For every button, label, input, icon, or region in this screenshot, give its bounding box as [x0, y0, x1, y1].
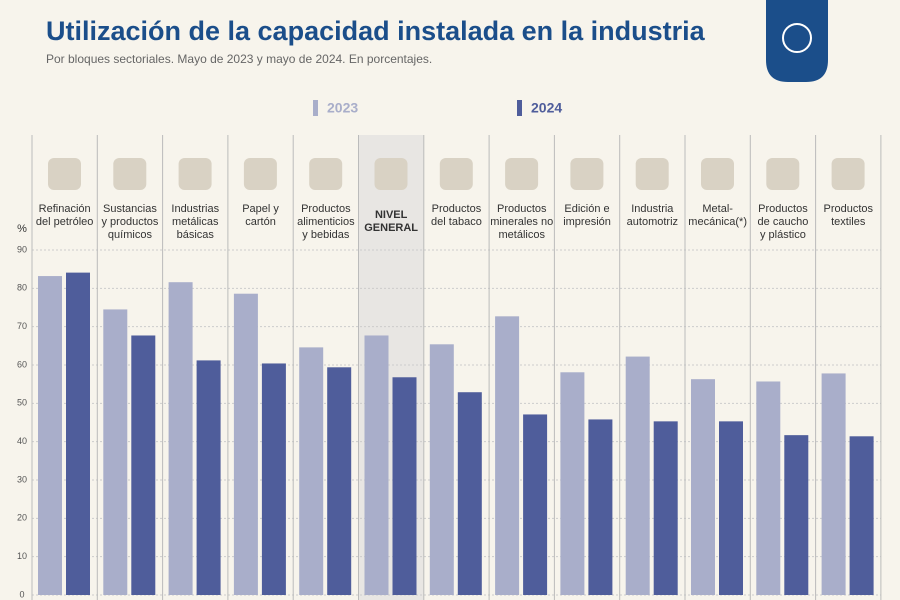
y-tick-label: 40: [17, 436, 27, 446]
x-tick-label: Productos textiles: [823, 203, 874, 228]
y-tick-label: 30: [17, 474, 27, 484]
y-tick-label: 70: [17, 321, 27, 331]
x-tick-label: NIVEL GENERAL: [364, 209, 419, 234]
bar: [392, 377, 417, 595]
category-icon: [701, 158, 734, 190]
x-tick-label: Productos alimenticios y bebidas: [297, 203, 355, 241]
logo: [766, 0, 828, 82]
category-icon: [766, 158, 800, 190]
bar: [261, 363, 286, 595]
legend-label: 2023: [327, 100, 358, 116]
category-icon: [48, 158, 81, 190]
y-tick-label: 0: [19, 589, 24, 599]
logo-icon: [782, 23, 812, 53]
y-axis-label: %: [17, 223, 27, 235]
bar: [560, 372, 585, 595]
y-tick-label: 60: [17, 359, 27, 369]
category-icon: [505, 158, 539, 190]
category-icon: [374, 158, 408, 190]
bar: [756, 381, 781, 595]
y-tick-label: 20: [17, 513, 27, 523]
bar: [523, 414, 548, 595]
category-icon: [309, 158, 343, 190]
category-icon: [113, 158, 147, 190]
category-icon: [831, 158, 865, 190]
y-tick-label: 90: [17, 244, 27, 254]
category-icon: [439, 158, 473, 190]
legend-swatch: [517, 100, 522, 116]
x-tick-label: Productos de caucho y plástico: [757, 203, 809, 241]
y-tick-label: 50: [17, 398, 27, 408]
y-tick-label: 10: [17, 551, 27, 561]
bar: [38, 276, 62, 595]
bar: [821, 373, 846, 595]
category-icon: [178, 158, 212, 190]
bar: [66, 272, 90, 595]
x-tick-label: Industrias metálicas básicas: [171, 203, 220, 241]
legend-swatch: [313, 100, 318, 116]
bar: [495, 316, 520, 595]
x-tick-label: Edición e impresión: [563, 203, 611, 228]
category-icon: [570, 158, 604, 190]
x-tick-label: Productos del tabaco: [431, 203, 482, 228]
bar: [719, 421, 743, 595]
bar: [588, 419, 613, 595]
bar: [784, 435, 809, 595]
x-tick-label: Sustancias y productos químicos: [101, 203, 159, 241]
bar: [457, 392, 482, 595]
x-tick-label: Productos minerales no metálicos: [490, 203, 554, 241]
bar: [429, 344, 454, 595]
bar: [653, 421, 678, 595]
bar: [849, 436, 874, 595]
bar: [233, 293, 258, 595]
x-tick-label: Refinación del petróleo: [35, 203, 94, 228]
bar: [327, 367, 352, 595]
legend-label: 2024: [531, 100, 562, 116]
bar: [364, 335, 389, 595]
bar: [625, 356, 650, 595]
bar: [196, 360, 221, 595]
bar: [131, 335, 156, 595]
bar: [103, 309, 128, 595]
category-icon: [243, 158, 277, 190]
bar: [168, 282, 193, 595]
y-tick-label: 80: [17, 283, 27, 293]
x-tick-label: Industria automotriz: [626, 203, 679, 228]
bar: [691, 379, 715, 595]
chart-title: Utilización de la capacidad instalada en…: [46, 16, 706, 46]
bar: [299, 347, 324, 595]
x-tick-label: Metal- mecánica(*): [688, 203, 747, 228]
category-icon: [635, 158, 669, 190]
x-tick-label: Papel y cartón: [242, 203, 279, 228]
chart-subtitle: Por bloques sectoriales. Mayo de 2023 y …: [46, 52, 432, 66]
